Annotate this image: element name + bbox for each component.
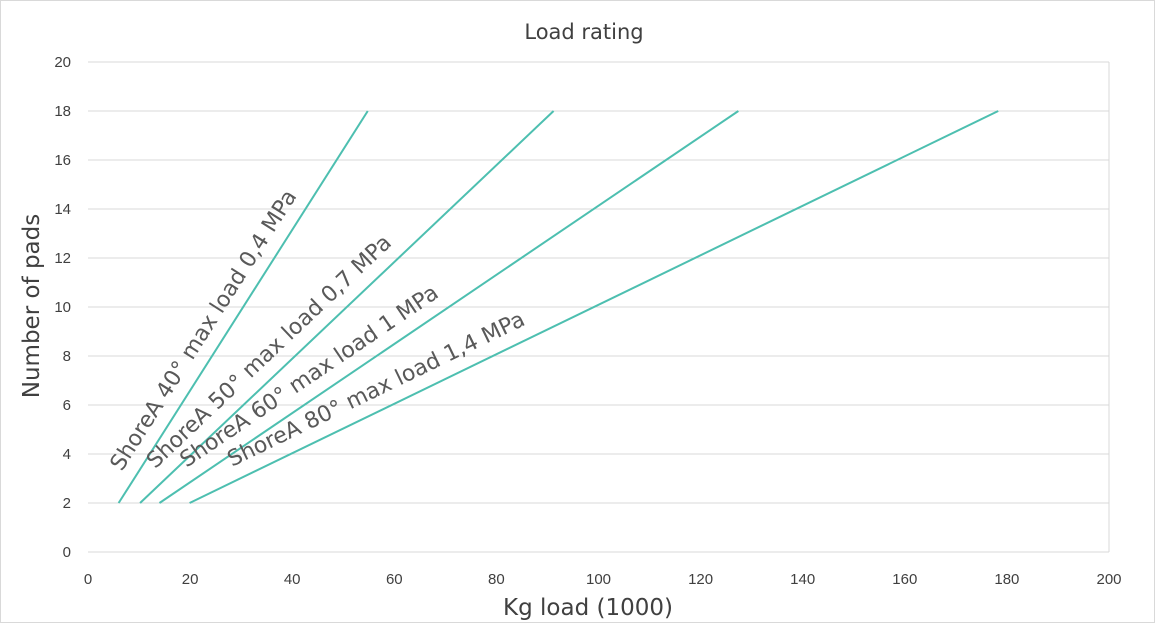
x-tick-label: 100 (586, 571, 611, 588)
series-line-2 (139, 110, 555, 504)
x-tick-label: 0 (84, 571, 92, 588)
x-axis-title: Kg load (1000) (503, 595, 673, 621)
y-tick-label: 20 (54, 54, 71, 71)
chart-title: Load rating (524, 20, 643, 44)
y-tick-label: 6 (63, 397, 71, 414)
y-tick-label: 4 (63, 446, 71, 463)
series-line-3 (158, 110, 739, 504)
y-tick-label: 8 (63, 348, 71, 365)
y-tick-label: 16 (54, 152, 71, 169)
x-tick-label: 60 (386, 571, 403, 588)
y-tick-label: 18 (54, 103, 71, 120)
x-tick-label: 200 (1096, 571, 1121, 588)
x-tick-label: 80 (488, 571, 505, 588)
x-tick-label: 140 (790, 571, 815, 588)
series-lines (117, 110, 999, 504)
x-tick-label: 180 (994, 571, 1019, 588)
x-tick-label: 120 (688, 571, 713, 588)
series-line-4 (189, 110, 999, 504)
y-tick-label: 0 (63, 544, 71, 561)
series-line-1 (117, 110, 369, 504)
y-tick-label: 10 (54, 299, 71, 316)
y-tick-label: 2 (63, 495, 71, 512)
x-tick-label: 20 (182, 571, 199, 588)
gridlines (88, 61, 1110, 553)
y-tick-label: 12 (54, 250, 71, 267)
y-tick-label: 14 (54, 201, 71, 218)
y-axis-title: Number of pads (19, 214, 45, 398)
x-tick-label: 160 (892, 571, 917, 588)
x-tick-label: 40 (284, 571, 301, 588)
